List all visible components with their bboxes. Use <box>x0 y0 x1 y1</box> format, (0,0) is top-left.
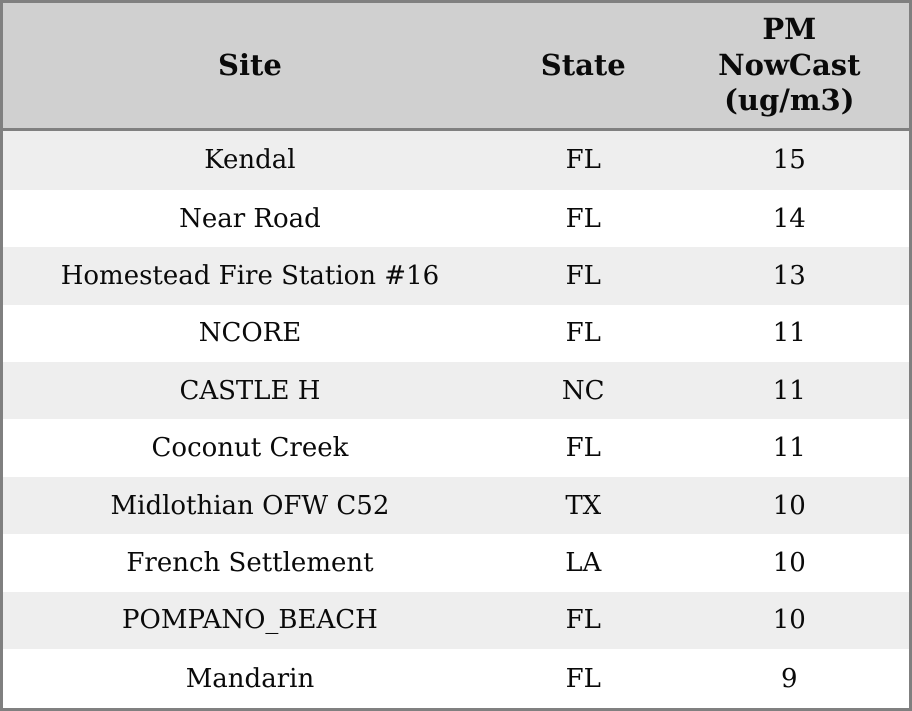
pm-value-cell: 10 <box>772 490 806 521</box>
table-row: Coconut Creek FL 11 <box>1 419 911 477</box>
state-cell: LA <box>565 548 602 579</box>
table-row: Kendal FL 15 <box>1 129 911 190</box>
table-row: POMPANO_BEACH FL 10 <box>1 591 911 650</box>
state-cell: NC <box>561 375 605 406</box>
state-cell: FL <box>565 260 601 291</box>
column-header-state: State <box>496 1 670 131</box>
state-cell: FL <box>565 203 601 234</box>
table-body: Kendal FL 15 Near Road FL 14 Homestead F… <box>1 129 911 710</box>
site-cell: POMPANO_BEACH <box>122 605 378 636</box>
header-row: Site State PM NowCast (ug/m3) <box>1 1 911 131</box>
table-row: Mandarin FL 9 <box>1 649 911 710</box>
table-row: Homestead Fire Station #16 FL 13 <box>1 247 911 305</box>
pm-value-cell: 14 <box>772 203 806 234</box>
column-header-site: Site <box>1 1 497 131</box>
site-cell: Homestead Fire Station #16 <box>60 260 440 291</box>
site-cell: Mandarin <box>185 663 315 694</box>
site-cell: Kendal <box>204 145 296 176</box>
site-cell: NCORE <box>198 318 302 349</box>
site-cell: Midlothian OFW C52 <box>110 490 390 521</box>
table-row: CASTLE H NC 11 <box>1 362 911 420</box>
table-row: Near Road FL 14 <box>1 189 911 248</box>
table-row: NCORE FL 11 <box>1 304 911 363</box>
state-cell: TX <box>565 490 602 521</box>
table-row: French Settlement LA 10 <box>1 534 911 592</box>
pm-value-cell: 11 <box>772 433 806 464</box>
column-header-pm-nowcast: PM NowCast (ug/m3) <box>669 1 911 131</box>
state-cell: FL <box>565 433 601 464</box>
pm-value-cell: 11 <box>772 318 806 349</box>
site-cell: CASTLE H <box>179 375 321 406</box>
pm-value-cell: 15 <box>772 145 806 176</box>
state-cell: FL <box>565 663 601 694</box>
pm-value-cell: 10 <box>772 605 806 636</box>
pm-value-cell: 11 <box>772 375 806 406</box>
site-cell: Near Road <box>179 203 321 234</box>
pm-value-cell: 10 <box>772 548 806 579</box>
state-cell: FL <box>565 318 601 349</box>
site-cell: French Settlement <box>126 548 374 579</box>
state-cell: FL <box>565 605 601 636</box>
state-cell: FL <box>565 145 601 176</box>
site-cell: Coconut Creek <box>151 433 349 464</box>
table-row: Midlothian OFW C52 TX 10 <box>1 476 911 535</box>
pm-value-cell: 9 <box>781 663 798 694</box>
table-header: Site State PM NowCast (ug/m3) <box>1 1 911 131</box>
pm-value-cell: 13 <box>772 260 806 291</box>
